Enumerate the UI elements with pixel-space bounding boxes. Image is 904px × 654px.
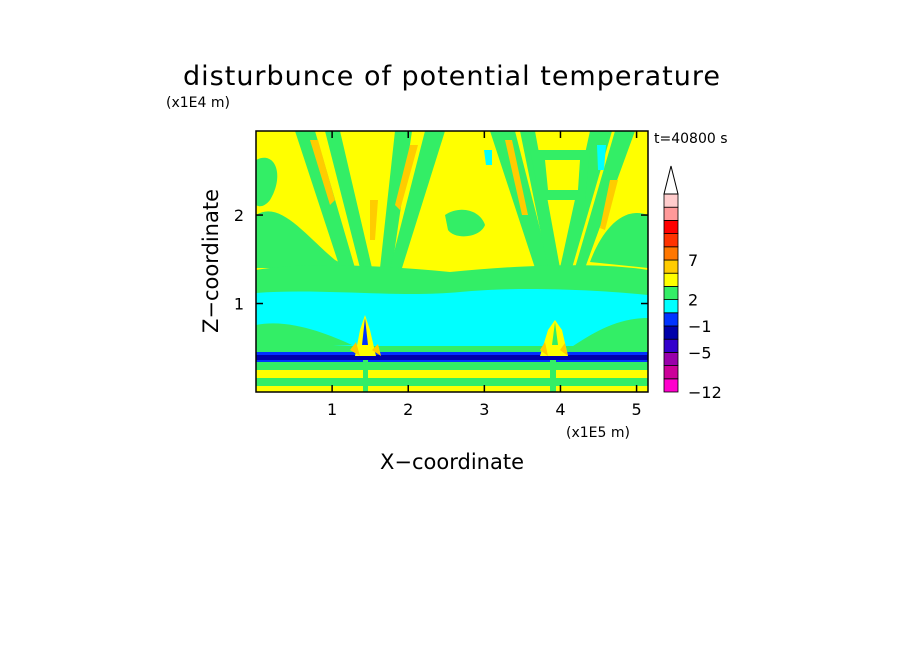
colorbar-swatch: [663, 219, 679, 234]
layer-green-surface: [256, 378, 648, 386]
mountain-left-spike2: [372, 344, 381, 356]
y-tick-label: 1: [234, 295, 244, 314]
mountain-right-core: [552, 322, 558, 345]
contour-field: [256, 131, 648, 392]
plume-left-1: [295, 131, 355, 268]
colorbar-label: −1: [688, 317, 712, 336]
field-green-left-wedge: [256, 211, 350, 268]
colorbar-swatch: [663, 312, 679, 327]
colorbar-swatch: [663, 365, 679, 380]
colorbar-swatch: [663, 246, 679, 261]
layer-yellow-surface: [256, 370, 648, 378]
layer-yellow-gap: [256, 346, 648, 354]
colorbar-swatch: [663, 206, 679, 221]
colorbar-label: 2: [688, 291, 698, 310]
mountain-right-stem: [550, 360, 556, 392]
plume-cyan-1: [484, 150, 492, 165]
plume-orange-3: [370, 200, 378, 240]
x-axis-ticks: 1 2 3 4 5: [327, 131, 642, 419]
layer-blue-core: [256, 355, 648, 360]
colorbar-swatch: [663, 259, 679, 274]
colorbar-extend-arrow: [663, 165, 679, 195]
plume-cyan-2: [597, 145, 606, 170]
colorbar-label: 7: [688, 251, 698, 270]
mountain-right-spike2: [560, 343, 568, 356]
y-tick-label: 2: [234, 206, 244, 225]
y-axis-label: Z−coordinate: [199, 189, 223, 333]
colorbar-swatch: [663, 193, 679, 208]
x-tick-label: 4: [555, 400, 565, 419]
colorbar-label: −12: [688, 383, 722, 402]
colorbar-swatch: [663, 272, 679, 287]
mountain-left-core: [362, 318, 368, 345]
plume-orange-5: [600, 180, 618, 230]
x-tick-label: 1: [327, 400, 337, 419]
x-axis-label: X−coordinate: [380, 450, 524, 474]
mountain-left-stem: [363, 360, 368, 392]
plume-left-4: [390, 131, 445, 268]
time-label: t=40800 s: [654, 131, 728, 147]
plume-left-3: [380, 131, 412, 268]
plume-orange-1: [310, 140, 335, 205]
colorbar-swatch: [663, 233, 679, 248]
colorbar-swatch: [663, 378, 679, 393]
plume-right-4: [575, 131, 635, 268]
plume-left-2: [325, 131, 372, 268]
y-axis-ticks: 12: [234, 206, 648, 314]
field-green-right-wedge: [590, 213, 648, 268]
mountain-right-spike: [540, 342, 548, 356]
layer-cyan-under: [256, 362, 648, 370]
colorbar-swatch: [663, 351, 679, 366]
layer-yellow-bottom: [256, 386, 648, 392]
x-multiplier-label: (x1E5 m): [566, 425, 630, 441]
colorbar-swatch: [663, 285, 679, 300]
colorbar-swatch: [663, 299, 679, 314]
layer-green-lower-right: [570, 318, 648, 350]
layer-green-lower-left: [256, 323, 352, 350]
mountain-left-spike: [350, 342, 360, 356]
chart-title: disturbunce of potential temperature: [183, 61, 721, 92]
plume-orange-2: [395, 145, 418, 210]
y-multiplier-label: (x1E4 m): [166, 95, 230, 111]
x-tick-label: 5: [631, 400, 641, 419]
field-green-upper-left: [256, 157, 278, 207]
plot-frame: [255, 130, 649, 393]
colorbar-swatch: [663, 325, 679, 340]
x-tick-label: 3: [479, 400, 489, 419]
field-green-mid-blob: [445, 209, 485, 237]
plume-yellow-right: [545, 160, 580, 190]
colorbar-label: −5: [688, 343, 712, 362]
plume-orange-4: [505, 140, 528, 215]
x-tick-label: 2: [403, 400, 413, 419]
colorbar: −12−5−127: [663, 165, 722, 402]
colorbar-swatch: [663, 338, 679, 353]
layer-cyan-mid: [400, 324, 520, 350]
